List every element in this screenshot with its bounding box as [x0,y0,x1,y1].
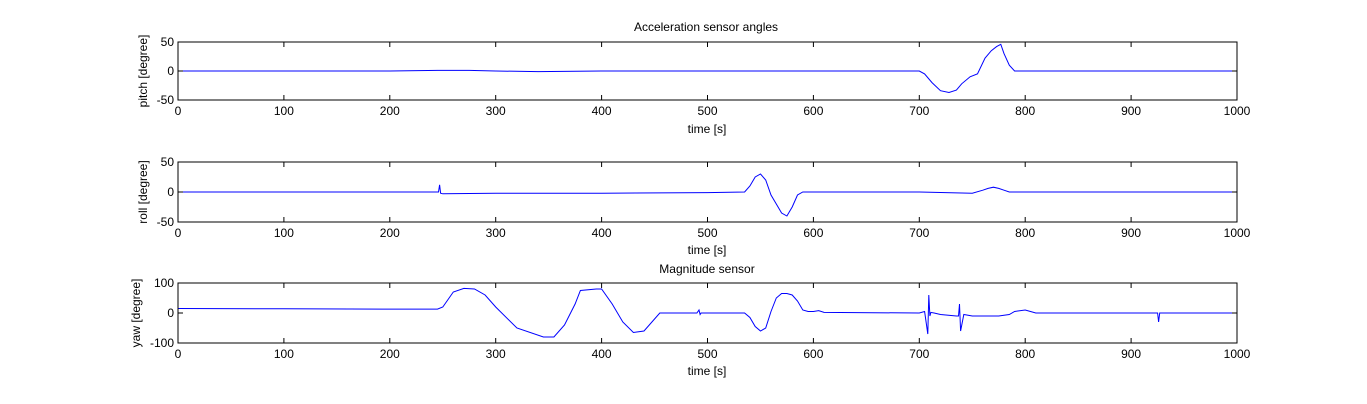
yaw-x-tick-label: 600 [803,347,823,361]
pitch-x-tick-label: 900 [1121,104,1141,118]
yaw-y-tick-label: 0 [167,306,174,320]
roll-series-line-0 [178,173,1237,217]
pitch-series-line-0 [178,43,1237,94]
yaw-x-tick-label: 300 [486,347,506,361]
yaw-x-tick-label: 100 [274,347,294,361]
roll-x-tick-label: 100 [274,226,294,240]
yaw-y-tick-label: -100 [150,336,174,350]
roll-x-tick-label: 200 [380,226,400,240]
yaw-x-tick-label: 400 [592,347,612,361]
pitch-x-tick-label: 0 [175,104,182,118]
yaw-x-tick-label: 200 [380,347,400,361]
pitch-x-tick-label: 200 [380,104,400,118]
roll-x-axis-label: time [s] [688,243,727,257]
roll-y-tick-label: -50 [157,215,175,229]
pitch-x-tick-label: 100 [274,104,294,118]
roll-x-tick-label: 700 [909,226,929,240]
roll-x-tick-label: 500 [697,226,717,240]
yaw-x-tick-label: 800 [1015,347,1035,361]
pitch-x-tick-label: 700 [909,104,929,118]
yaw-x-tick-label: 900 [1121,347,1141,361]
roll-y-tick-label: 50 [161,155,175,169]
roll-y-tick-label: 0 [167,185,174,199]
pitch-panel: Acceleration sensor angles pitch [degree… [136,20,1251,136]
yaw-series-line-0 [178,287,1237,338]
pitch-panel-title: Acceleration sensor angles [634,20,778,34]
yaw-x-tick-label: 0 [175,347,182,361]
yaw-x-axis-label: time [s] [688,364,727,378]
roll-y-axis-label: roll [degree] [136,160,150,223]
yaw-x-tick-label: 700 [909,347,929,361]
yaw-y-axis-label: yaw [degree] [129,279,143,348]
yaw-panel: Magnitude sensor yaw [degree] time [s] 0… [129,262,1251,378]
pitch-x-tick-label: 400 [592,104,612,118]
pitch-x-tick-label: 800 [1015,104,1035,118]
pitch-x-tick-label: 300 [486,104,506,118]
roll-x-tick-label: 300 [486,226,506,240]
pitch-y-axis-label: pitch [degree] [136,35,150,108]
roll-x-tick-label: 900 [1121,226,1141,240]
roll-x-tick-label: 400 [592,226,612,240]
yaw-panel-title: Magnitude sensor [659,262,754,276]
pitch-x-axis-label: time [s] [688,122,727,136]
yaw-x-tick-label: 1000 [1224,347,1251,361]
pitch-y-tick-label: 0 [167,64,174,78]
roll-panel: roll [degree] time [s] 0 100 200 300 400 500 6… [136,155,1251,257]
yaw-y-tick-label: 100 [154,276,174,290]
roll-x-tick-label: 0 [175,226,182,240]
pitch-x-tick-label: 600 [803,104,823,118]
pitch-y-tick-label: 50 [161,35,175,49]
pitch-y-tick-label: -50 [157,93,175,107]
roll-x-tick-label: 800 [1015,226,1035,240]
roll-x-tick-label: 600 [803,226,823,240]
roll-x-tick-label: 1000 [1224,226,1251,240]
pitch-x-tick-label: 1000 [1224,104,1251,118]
pitch-x-tick-label: 500 [697,104,717,118]
yaw-x-tick-label: 500 [697,347,717,361]
